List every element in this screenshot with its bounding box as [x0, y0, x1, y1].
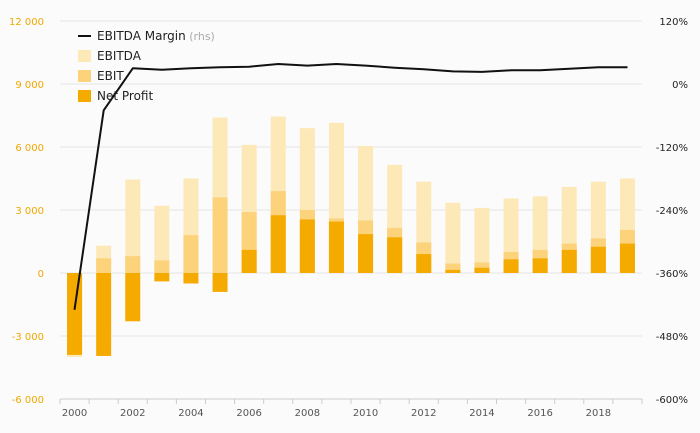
- bar-net-profit: [445, 269, 461, 273]
- x-tick-label: 2004: [178, 408, 203, 419]
- y-left-tick-label: 12 000: [9, 17, 44, 28]
- legend-label: Net Profit: [97, 89, 153, 103]
- y-right-tick-label: 0%: [672, 80, 688, 91]
- bar-net-profit: [183, 273, 199, 284]
- bar-ebit: [96, 258, 112, 273]
- bar-net-profit: [416, 254, 432, 273]
- legend-label: EBIT: [97, 69, 124, 83]
- bar-ebit: [125, 256, 141, 273]
- bar-net-profit: [532, 258, 548, 273]
- bar-ebitda: [445, 202, 461, 273]
- y-right-tick-label: -480%: [656, 332, 688, 343]
- bar-net-profit: [503, 259, 519, 273]
- ebitda-margin-line: [73, 63, 628, 310]
- x-tick-label: 2008: [295, 408, 320, 419]
- axes: -6 000 -3 000 0 3 000 6 000 9 000 12 000 -600% -…: [9, 17, 688, 419]
- y-right-tick-label: -600%: [656, 395, 688, 406]
- bars: [67, 116, 635, 357]
- bar-ebitda: [474, 207, 490, 273]
- y-left-tick-label: 9 000: [15, 80, 44, 91]
- legend-label: EBITDA Margin (rhs): [97, 29, 215, 43]
- y-left-tick-label: 6 000: [15, 143, 44, 154]
- legend-swatch: [78, 50, 91, 62]
- y-left-tick-label: 3 000: [15, 206, 44, 217]
- bar-net-profit: [358, 234, 374, 273]
- bar-net-profit: [474, 267, 490, 273]
- grid: [60, 20, 642, 400]
- bar-net-profit: [328, 221, 344, 273]
- bar-net-profit: [241, 249, 257, 273]
- x-tick-label: 2014: [469, 408, 494, 419]
- legend-label-suffix: (rhs): [186, 30, 215, 43]
- x-tick-label: 2000: [62, 408, 87, 419]
- x-tick-label: 2006: [236, 408, 261, 419]
- legend: EBITDA Margin (rhs) EBITDA EBIT Net Profit: [78, 29, 215, 103]
- y-left-tick-label: 0: [38, 269, 44, 280]
- y-right-tick-label: -360%: [656, 269, 688, 280]
- legend-swatch: [78, 90, 91, 102]
- bar-ebitda: [154, 205, 170, 273]
- bar-net-profit: [125, 273, 141, 322]
- bar-ebitda: [125, 179, 141, 273]
- bar-ebit: [154, 260, 170, 273]
- legend-swatch: [78, 70, 91, 82]
- x-tick-label: 2016: [527, 408, 552, 419]
- bar-net-profit: [154, 273, 170, 282]
- y-right-tick-label: 120%: [659, 17, 688, 28]
- y-right-tick-label: -240%: [656, 206, 688, 217]
- bar-net-profit: [67, 273, 83, 355]
- margin-line-layer: [73, 63, 628, 310]
- bar-ebit: [445, 263, 461, 273]
- x-tick-label: 2012: [411, 408, 436, 419]
- bar-net-profit: [590, 246, 606, 273]
- x-tick-label: 2010: [353, 408, 378, 419]
- y-left-tick-label: -6 000: [12, 395, 44, 406]
- y-left-tick-label: -3 000: [12, 332, 44, 343]
- bar-net-profit: [387, 237, 403, 273]
- bar-net-profit: [299, 219, 315, 273]
- bar-net-profit: [270, 215, 286, 273]
- x-tick-label: 2002: [120, 408, 145, 419]
- bar-net-profit: [561, 249, 577, 273]
- bar-ebit: [212, 197, 228, 273]
- bar-net-profit: [212, 273, 228, 292]
- legend-label: EBITDA: [97, 49, 142, 63]
- bar-ebit: [183, 235, 199, 273]
- bar-net-profit: [619, 243, 635, 273]
- bar-net-profit: [96, 273, 112, 356]
- y-right-tick-label: -120%: [656, 143, 688, 154]
- x-tick-label: 2018: [586, 408, 611, 419]
